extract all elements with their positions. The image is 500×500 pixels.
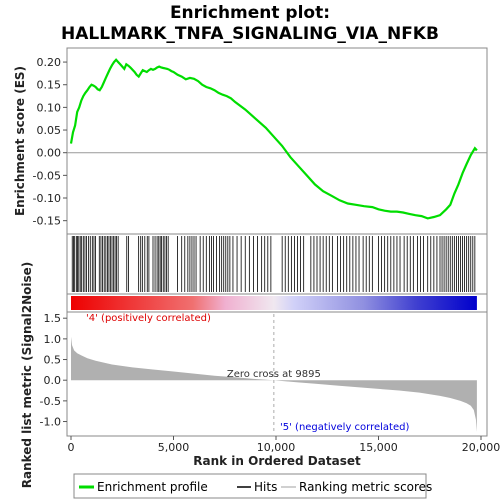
x-tick-label: 0 — [68, 441, 75, 454]
es-y-tick-label: -0.05 — [33, 169, 61, 182]
es-y-tick-label: 0.00 — [37, 147, 62, 160]
x-tick-label: 10,000 — [257, 441, 296, 454]
x-tick-label: 20,000 — [462, 441, 500, 454]
zero-cross-label: Zero cross at 9895 — [227, 369, 321, 380]
metric-y-tick-label: 0.0 — [44, 374, 62, 387]
es-y-axis-label: Enrichment score (ES) — [13, 66, 27, 216]
x-tick-label: 15,000 — [359, 441, 398, 454]
ranking-metric-area — [71, 336, 477, 432]
es-y-tick-label: -0.10 — [33, 192, 61, 205]
es-y-tick-label: -0.15 — [33, 215, 61, 228]
legend-label-hits: Hits — [254, 480, 277, 494]
hit-markers — [71, 236, 476, 292]
x-axis-label: Rank in Ordered Dataset — [193, 454, 361, 468]
enrichment-profile-line — [69, 58, 478, 220]
chart-title-line1: Enrichment plot: — [170, 3, 330, 23]
hits-panel — [66, 233, 488, 295]
positive-correlation-label: '4' (positively correlated) — [86, 313, 211, 324]
metric-panel-frame — [66, 311, 488, 437]
legend: Enrichment profile Hits Ranking metric s… — [73, 473, 432, 499]
metric-y-tick-label: -1.0 — [40, 416, 61, 429]
metric-y-tick-label: 1.5 — [44, 312, 62, 325]
x-axis: 0 5,000 10,000 15,000 20,000 — [68, 436, 500, 454]
legend-frame — [73, 473, 427, 499]
metric-y-axis: 1.5 1.0 0.5 0.0 -0.5 -1.0 — [40, 312, 67, 429]
es-y-tick-label: 0.15 — [37, 79, 62, 92]
es-y-tick-label: 0.20 — [37, 56, 62, 69]
es-y-tick-label: 0.10 — [37, 101, 62, 114]
es-panel: 0.20 0.15 0.10 0.05 0.00 -0.05 -0.10 -0.15 Enri… — [13, 47, 488, 235]
metric-y-axis-label: Ranked list metric (Signal2Noise) — [20, 262, 34, 489]
es-y-tick-label: 0.05 — [37, 124, 62, 137]
metric-y-tick-label: 0.5 — [44, 354, 62, 367]
hits-panel-frame — [66, 233, 488, 295]
chart-title-line2: HALLMARK_TNFA_SIGNALING_VIA_NFKB — [61, 24, 439, 44]
metric-y-tick-label: -0.5 — [40, 395, 61, 408]
legend-label-ranking: Ranking metric scores — [299, 480, 432, 494]
gradient-fill — [71, 296, 477, 310]
negative-correlation-label: '5' (negatively correlated) — [280, 422, 409, 433]
x-tick-label: 5,000 — [158, 441, 190, 454]
rank-gradient-bar — [66, 293, 488, 313]
metric-y-tick-label: 1.0 — [44, 333, 62, 346]
es-y-axis: 0.20 0.15 0.10 0.05 0.00 -0.05 -0.10 -0.15 — [33, 56, 67, 228]
legend-label-enrichment: Enrichment profile — [97, 480, 208, 494]
ranked-metric-panel: 1.51.00.50.0-0.5-1.0 Zero cross at 9895 … — [20, 262, 500, 489]
